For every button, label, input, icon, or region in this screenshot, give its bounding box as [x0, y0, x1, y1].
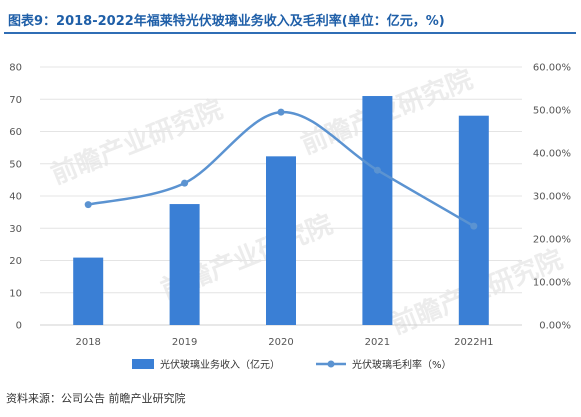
legend: 光伏玻璃业务收入（亿元） 光伏玻璃毛利率（%）: [132, 358, 452, 371]
line-series: [84, 108, 478, 230]
margin-point: [181, 179, 189, 187]
legend-label-bar: 光伏玻璃业务收入（亿元）: [160, 358, 280, 371]
left-axis: 0 10 20 30 40 50 60 70 80: [9, 63, 22, 332]
bar: [266, 156, 296, 325]
margin-point: [470, 222, 478, 230]
x-axis: 2018 2019 2020 2021 2022H1: [75, 337, 493, 348]
y-right-tick-label: 40.00%: [533, 149, 571, 160]
bar: [73, 257, 104, 325]
x-tick-label: 2019: [172, 337, 197, 348]
y-left-tick-label: 50: [9, 159, 22, 170]
y-right-tick-label: 50.00%: [533, 106, 571, 117]
x-tick-label: 2022H1: [454, 337, 493, 348]
y-right-tick-label: 0.00%: [539, 321, 571, 332]
y-left-tick-label: 10: [9, 288, 22, 299]
legend-swatch-bar: [132, 359, 154, 369]
y-right-tick-label: 10.00%: [533, 278, 571, 289]
watermark-layer: 前瞻产业研究院前瞻产业研究院前瞻产业研究院前瞻产业研究院: [47, 64, 567, 341]
y-right-tick-label: 60.00%: [533, 63, 571, 74]
source-note: 资料来源：公司公告 前瞻产业研究院: [6, 392, 186, 405]
y-right-tick-label: 20.00%: [533, 235, 571, 246]
margin-point: [84, 201, 92, 209]
right-axis: 0.00% 10.00% 20.00% 30.00% 40.00% 50.00% 60.00…: [533, 63, 571, 332]
chart-title: 图表9：2018-2022年福莱特光伏玻璃业务收入及毛利率(单位：亿元，%): [8, 14, 445, 29]
x-tick-label: 2021: [365, 337, 390, 348]
x-tick-label: 2020: [268, 337, 293, 348]
bar: [362, 96, 393, 326]
legend-label-line: 光伏玻璃毛利率（%）: [352, 358, 452, 371]
y-left-tick-label: 80: [9, 63, 22, 74]
y-left-tick-label: 40: [9, 192, 22, 203]
watermark-text: 前瞻产业研究院: [47, 94, 227, 191]
y-left-tick-label: 70: [9, 95, 22, 106]
margin-point: [277, 108, 285, 116]
bar: [169, 204, 200, 325]
legend-swatch-marker: [327, 360, 335, 368]
margin-point: [373, 166, 381, 174]
y-left-tick-label: 0: [16, 321, 22, 332]
x-tick-label: 2018: [75, 337, 100, 348]
y-left-tick-label: 60: [9, 127, 22, 138]
y-left-tick-label: 30: [9, 224, 22, 235]
y-right-tick-label: 30.00%: [533, 192, 571, 203]
y-left-tick-label: 20: [9, 256, 22, 267]
title-bar: 图表9：2018-2022年福莱特光伏玻璃业务收入及毛利率(单位：亿元，%): [4, 6, 576, 34]
